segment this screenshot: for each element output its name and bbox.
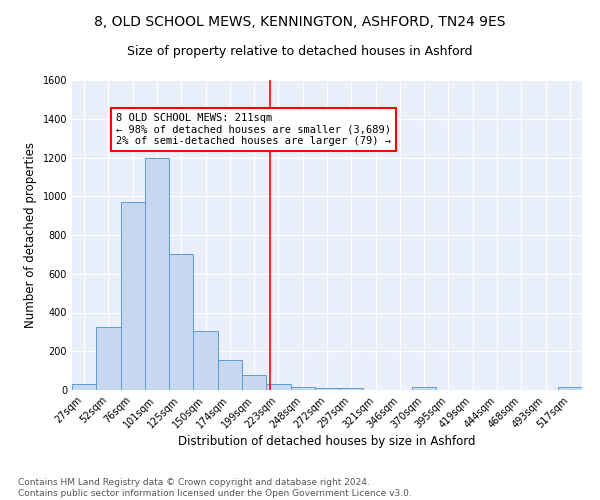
- Bar: [193, 331, 218, 390]
- Text: 8, OLD SCHOOL MEWS, KENNINGTON, ASHFORD, TN24 9ES: 8, OLD SCHOOL MEWS, KENNINGTON, ASHFORD,…: [94, 15, 506, 29]
- Bar: [218, 360, 242, 390]
- Bar: [242, 374, 266, 390]
- Bar: [266, 384, 290, 390]
- X-axis label: Distribution of detached houses by size in Ashford: Distribution of detached houses by size …: [178, 436, 476, 448]
- Y-axis label: Number of detached properties: Number of detached properties: [24, 142, 37, 328]
- Bar: [96, 327, 121, 390]
- Bar: [121, 202, 145, 390]
- Bar: [169, 254, 193, 390]
- Bar: [558, 387, 582, 390]
- Bar: [339, 388, 364, 390]
- Text: Size of property relative to detached houses in Ashford: Size of property relative to detached ho…: [127, 45, 473, 58]
- Text: Contains HM Land Registry data © Crown copyright and database right 2024.
Contai: Contains HM Land Registry data © Crown c…: [18, 478, 412, 498]
- Bar: [145, 158, 169, 390]
- Bar: [315, 388, 339, 390]
- Text: 8 OLD SCHOOL MEWS: 211sqm
← 98% of detached houses are smaller (3,689)
2% of sem: 8 OLD SCHOOL MEWS: 211sqm ← 98% of detac…: [116, 113, 391, 146]
- Bar: [290, 387, 315, 390]
- Bar: [72, 384, 96, 390]
- Bar: [412, 387, 436, 390]
